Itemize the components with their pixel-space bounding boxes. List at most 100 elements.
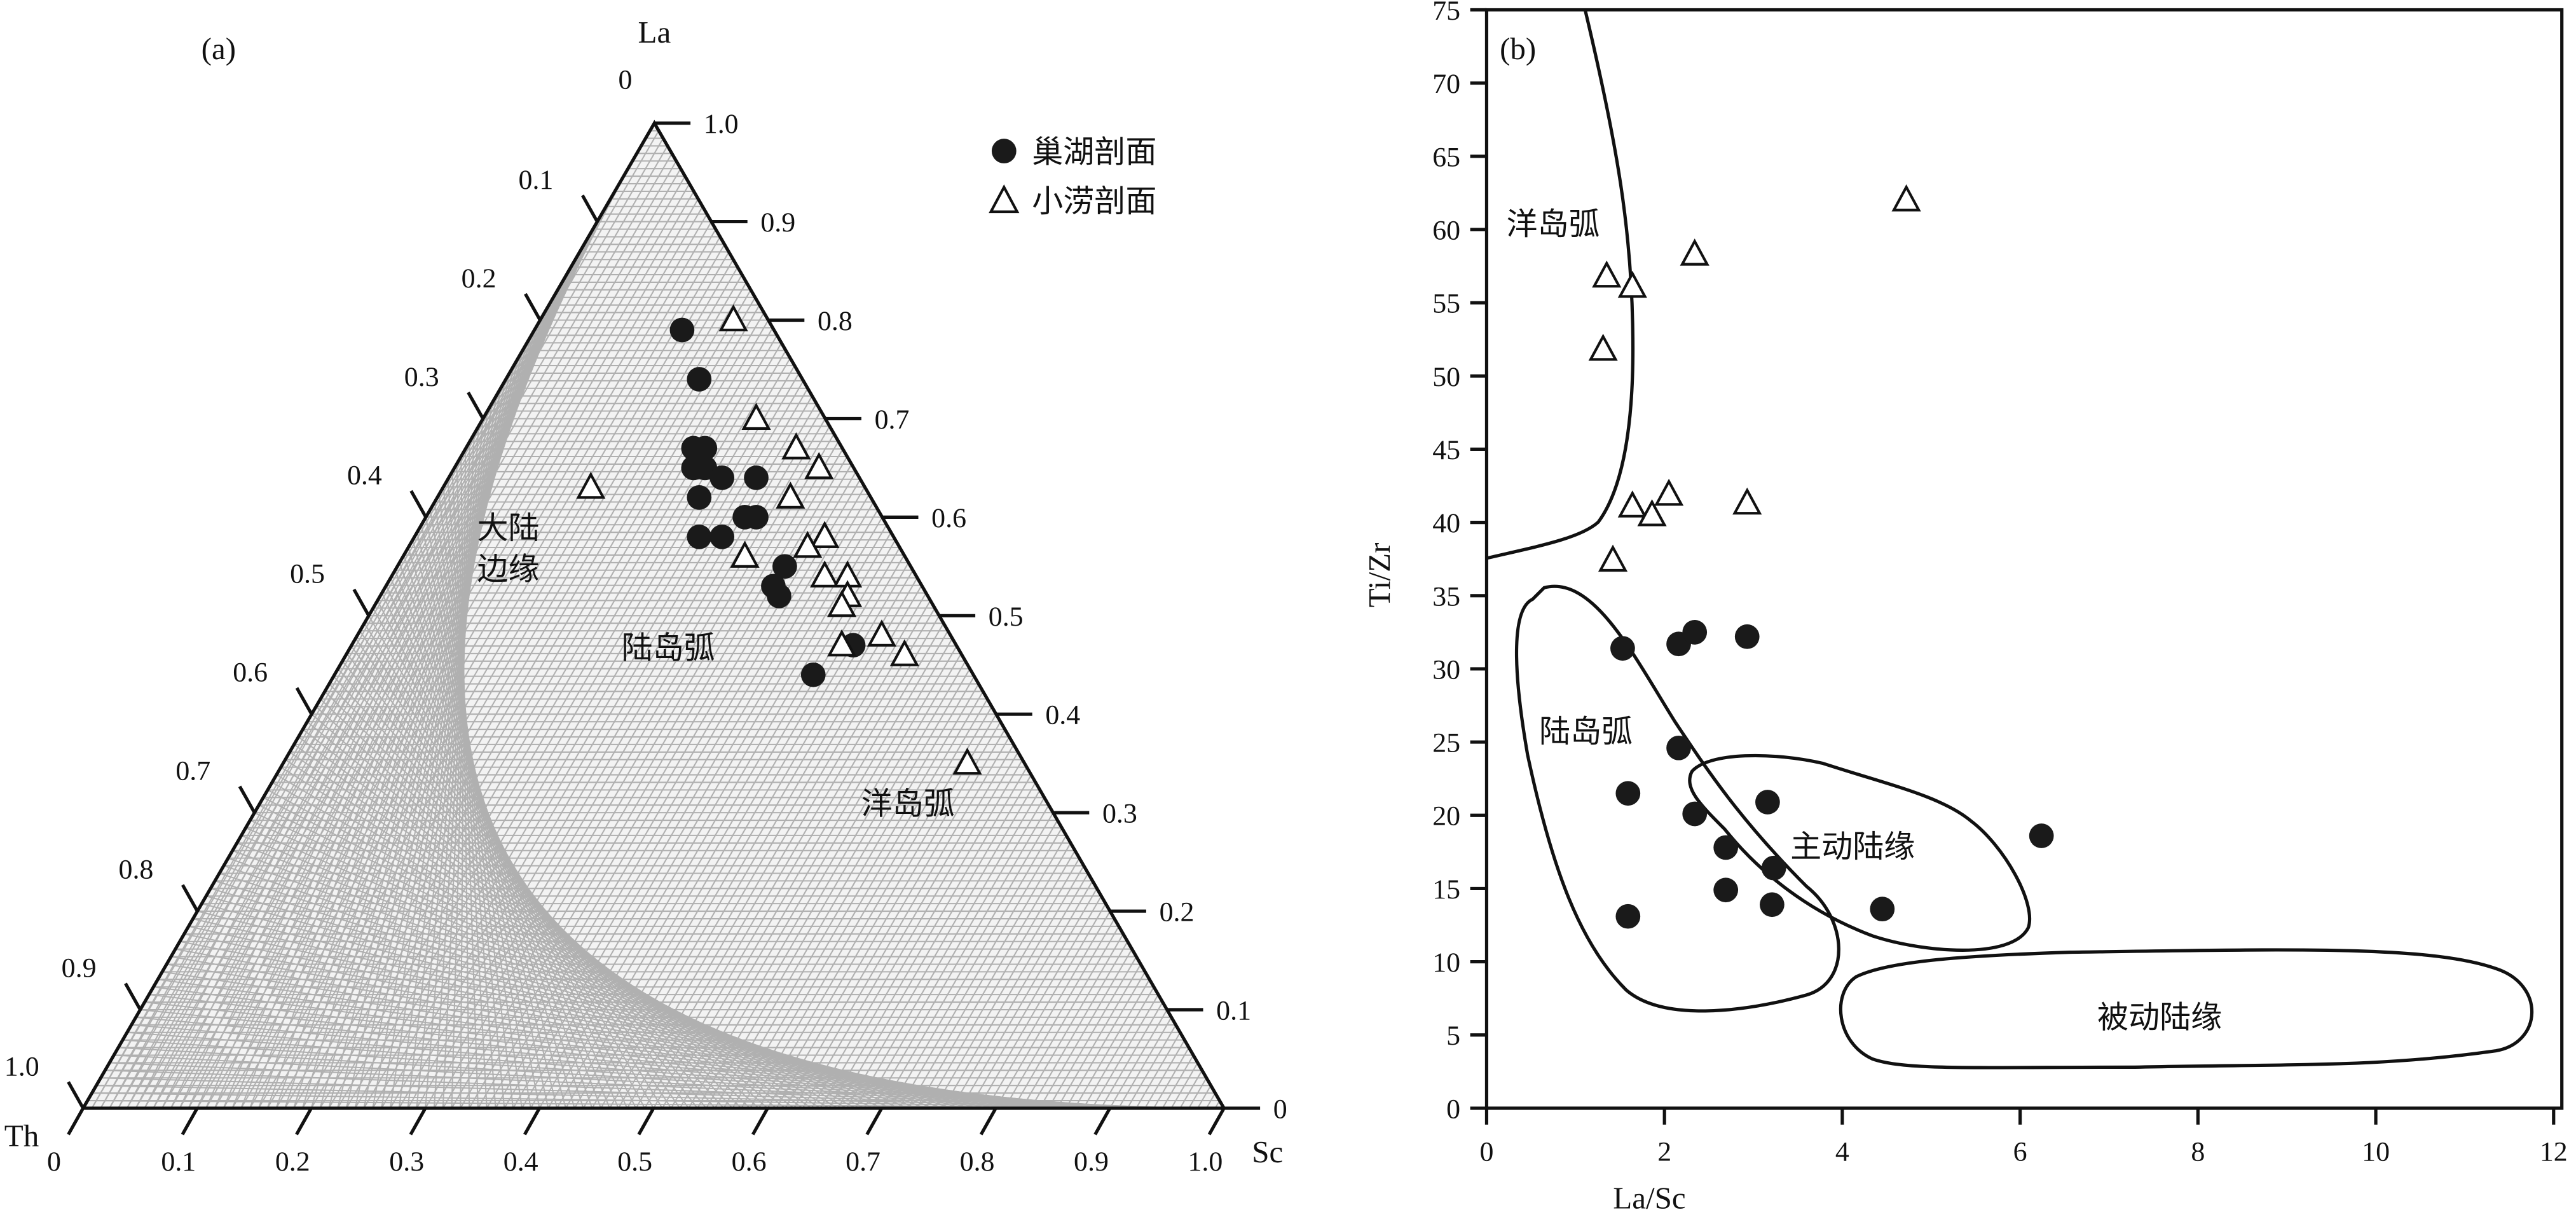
data-point-chaohu — [687, 367, 712, 392]
grid-line — [732, 684, 980, 1108]
grid-line — [951, 872, 1089, 1108]
data-point-chaohu — [709, 465, 735, 490]
grid-line — [302, 729, 786, 1108]
grid-line — [521, 502, 874, 1108]
grid-line — [320, 698, 751, 1108]
right-axis-tick-label: 0 — [1273, 1094, 1287, 1124]
data-point-chaohu — [800, 662, 826, 687]
x-axis-tick-label: 4 — [1835, 1137, 1849, 1167]
ternary-ticks: 0.1 0.2 0.3 0.4 0.5 0.6 0.7 0.8 0.9 1.0 1.0 0.9 0.8 0… — [4, 109, 1287, 1177]
grid-line — [1205, 1092, 1216, 1108]
data-point-xiaolao — [952, 747, 982, 775]
y-axis-tick-label: 75 — [1432, 0, 1460, 26]
bottom-axis-tick — [637, 1107, 655, 1136]
left-axis-tick-label: 0.7 — [175, 755, 210, 786]
right-axis-tick-label: 0.5 — [989, 602, 1024, 632]
grid-line — [315, 706, 760, 1108]
data-point-chaohu — [1713, 877, 1739, 903]
left-axis-tick — [67, 1081, 85, 1110]
grid-line — [714, 668, 971, 1108]
grid-line — [854, 789, 1041, 1108]
grid-line — [1196, 1085, 1212, 1108]
left-axis-tick-label: 0.4 — [347, 460, 382, 491]
legend-label-chaohu: 巢湖剖面 — [1032, 135, 1156, 170]
grid-line — [811, 752, 1019, 1108]
grid-line — [697, 653, 962, 1108]
bottom-axis-tick — [181, 1107, 199, 1136]
grid-line — [1030, 941, 1128, 1108]
field-label-oceanic-arc-b: 洋岛弧 — [1506, 207, 1600, 242]
data-point-xiaolao — [781, 432, 811, 460]
data-point-xiaolao — [1588, 333, 1618, 361]
bottom-axis-tick — [67, 1107, 85, 1136]
field-oceanic-arc-boundary — [1486, 9, 1635, 560]
grid-line — [784, 729, 1006, 1108]
grid-line — [337, 668, 716, 1108]
grid-line — [1135, 1032, 1181, 1108]
left-axis-tick — [409, 490, 428, 518]
grid-line — [995, 911, 1111, 1108]
grid-line — [889, 820, 1058, 1108]
right-axis-tick-label: 1.0 — [704, 109, 739, 139]
grid-line — [688, 645, 957, 1108]
grid-line — [1021, 933, 1124, 1108]
data-point-chaohu — [1666, 735, 1691, 760]
grid-line — [109, 1062, 1172, 1108]
grid-line — [1092, 994, 1159, 1108]
grid-line — [1109, 1009, 1168, 1108]
grid-line — [100, 1077, 1189, 1108]
legend-circle-icon — [991, 139, 1017, 163]
grid-line — [741, 691, 984, 1108]
y-axis-tick-label: 45 — [1432, 435, 1460, 465]
data-point-xiaolao — [730, 540, 760, 568]
left-axis-tick-label: 0.9 — [62, 952, 97, 983]
data-point-chaohu — [1760, 892, 1785, 918]
left-axis-tick — [238, 785, 256, 814]
data-point-xiaolao — [810, 521, 840, 548]
grid-line — [442, 433, 835, 1108]
grid-line — [1065, 971, 1146, 1108]
bottom-axis-tick — [865, 1107, 884, 1136]
grid-line — [846, 781, 1036, 1108]
grid-line — [298, 736, 795, 1108]
data-point-chaohu — [687, 524, 712, 549]
data-point-xiaolao — [827, 629, 857, 657]
panel-label-a: (a) — [202, 31, 236, 66]
grid-line — [1074, 979, 1151, 1108]
bottom-axis-tick-label: 0.4 — [504, 1146, 538, 1177]
right-axis-tick-label: 0.3 — [1102, 799, 1137, 829]
bottom-axis-tick — [295, 1107, 313, 1136]
left-axis-tick-label: 0.5 — [290, 559, 325, 589]
grid-line — [105, 1069, 1181, 1108]
data-point-chaohu — [744, 465, 769, 490]
y-axis-tick-label: 65 — [1432, 142, 1460, 172]
data-point-chaohu — [1682, 619, 1708, 645]
bottom-axis-tick-label: 1.0 — [1188, 1146, 1223, 1177]
grid-line — [332, 675, 725, 1108]
data-point-xiaolao — [1680, 238, 1709, 266]
grid-line — [118, 1047, 1154, 1108]
left-axis-tick-label: 0.3 — [404, 362, 439, 392]
grid-line — [306, 721, 777, 1108]
y-axis-tick-label: 55 — [1432, 289, 1460, 319]
bottom-axis-tick-label: 0.8 — [960, 1146, 995, 1177]
data-point-chaohu — [1610, 636, 1635, 661]
left-axis-tick-label: 0.6 — [233, 657, 268, 688]
grid-line — [960, 880, 1093, 1108]
data-point-xiaolao — [889, 639, 919, 666]
y-axis-tick-label: 30 — [1432, 654, 1460, 685]
bottom-axis-tick — [979, 1107, 997, 1136]
x-axis-tick-label: 12 — [2540, 1137, 2568, 1167]
bottom-axis-tick-label: 0.7 — [846, 1146, 880, 1177]
grid-line — [916, 842, 1071, 1108]
data-point-xiaolao — [793, 530, 823, 558]
grid-line — [758, 706, 992, 1108]
grid-line — [114, 1054, 1163, 1108]
panel-label-b: (b) — [1500, 31, 1536, 66]
data-point-xiaolao — [741, 402, 771, 430]
data-point-chaohu — [669, 317, 695, 343]
axis-ticks: 0 2 4 6 8 10 12 0 5 10 15 20 25 30 35 40 45 50 55 60 65 70 75 — [1432, 0, 2567, 1167]
grid-line — [767, 713, 997, 1108]
plot-frame — [1484, 8, 2564, 1110]
